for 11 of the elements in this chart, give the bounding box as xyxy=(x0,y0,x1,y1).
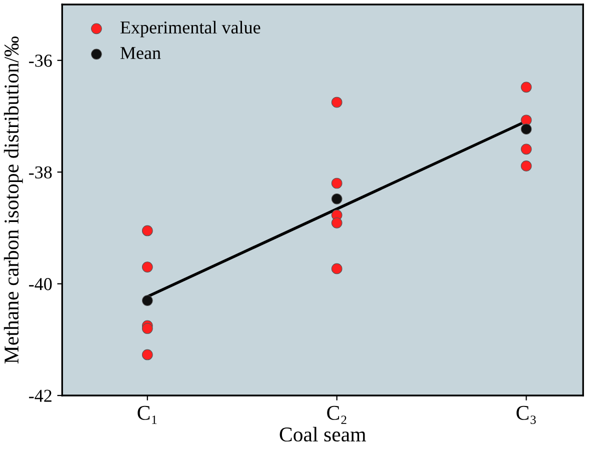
y-tick-label: -36 xyxy=(29,54,52,67)
legend-label: Mean xyxy=(120,47,161,60)
y-tick-label: -42 xyxy=(29,390,52,402)
y-tick-label: -40 xyxy=(29,278,52,290)
y-tick-label: -38 xyxy=(29,166,52,179)
x-tick-label: C₂ xyxy=(327,406,346,424)
y-axis-title: Methane carbon isotope distribution/‰ xyxy=(4,36,23,364)
legend-label: Experimental value xyxy=(120,20,260,38)
x-axis-title: Coal seam xyxy=(280,426,366,442)
x-tick-label: C₃ xyxy=(516,406,536,424)
x-tick-label: C₁ xyxy=(138,406,157,424)
